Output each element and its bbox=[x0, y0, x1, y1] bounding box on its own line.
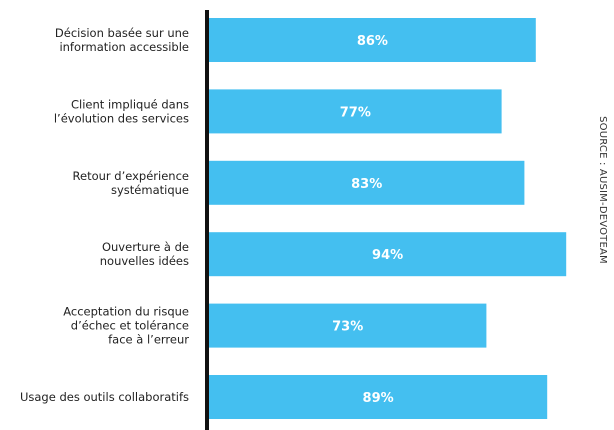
bar-value-label-3: 83% bbox=[351, 177, 382, 192]
bar-value-label-2: 77% bbox=[340, 105, 371, 120]
category-label-5-line-1: Acceptation du risque bbox=[63, 305, 189, 319]
category-label-3-line-1: Retour d’expérience bbox=[73, 169, 189, 183]
bar-value-label-1: 86% bbox=[357, 34, 388, 49]
bar-1 bbox=[209, 18, 536, 62]
bar-2 bbox=[209, 89, 502, 134]
bars-layer: 86% 77% 83% 94% 73% 89% bbox=[209, 18, 567, 419]
category-label-1-line-2: information accessible bbox=[59, 40, 189, 54]
category-label-2-line-1: Client impliqué dans bbox=[71, 97, 189, 111]
category-label-1-line-1: Décision basée sur une bbox=[55, 26, 189, 40]
source-text: SOURCE : AUSIM-DEVOTEAM bbox=[597, 116, 608, 264]
category-label-4-line-1: Ouverture à de bbox=[102, 240, 189, 254]
bar-value-label-6: 89% bbox=[363, 391, 394, 406]
category-label-6-line-1: Usage des outils collaboratifs bbox=[20, 390, 189, 404]
bar-4 bbox=[209, 232, 567, 277]
category-label-4-line-2: nouvelles idées bbox=[100, 254, 189, 268]
category-label-5-line-2: d’échec et tolérance bbox=[71, 319, 189, 333]
bar-3 bbox=[209, 160, 525, 205]
bar-5 bbox=[209, 303, 487, 348]
category-label-5-line-3: face à l’erreur bbox=[108, 333, 189, 347]
bar-6 bbox=[209, 375, 548, 419]
bar-value-label-5: 73% bbox=[332, 320, 363, 335]
category-label-3-line-2: systématique bbox=[111, 183, 189, 197]
category-label-2-line-2: l’évolution des services bbox=[54, 111, 189, 125]
bar-value-label-4: 94% bbox=[372, 248, 403, 263]
